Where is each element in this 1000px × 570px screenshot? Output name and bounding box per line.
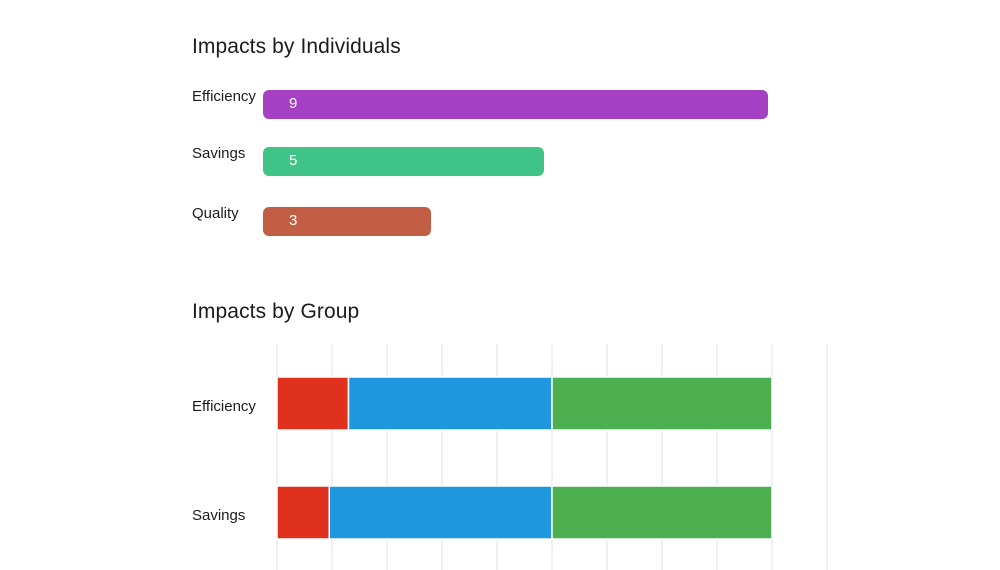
- individual-bar-value: 3: [289, 212, 298, 229]
- individual-bar-value: 5: [289, 152, 298, 169]
- group-category-label: Efficiency: [192, 398, 256, 415]
- chart-title-group: Impacts by Group: [192, 300, 360, 323]
- group-bar-segment: [551, 485, 773, 540]
- individual-bar: 3: [263, 207, 432, 236]
- individual-bar: 5: [263, 147, 544, 176]
- individual-category-label: Quality: [192, 205, 239, 222]
- group-bar-segment: [551, 376, 773, 431]
- group-category-label: Savings: [192, 507, 246, 524]
- group-bar-segment: [328, 485, 553, 540]
- group-bar-segment: [276, 376, 350, 431]
- chart-title-individuals: Impacts by Individuals: [192, 35, 401, 58]
- group-bar-segment: [276, 485, 330, 540]
- individual-bar: 9: [263, 90, 768, 119]
- individual-bar-value: 9: [289, 95, 298, 112]
- individual-category-label: Efficiency: [192, 88, 256, 105]
- individual-category-label: Savings: [192, 145, 246, 162]
- group-bar-segment: [347, 376, 553, 431]
